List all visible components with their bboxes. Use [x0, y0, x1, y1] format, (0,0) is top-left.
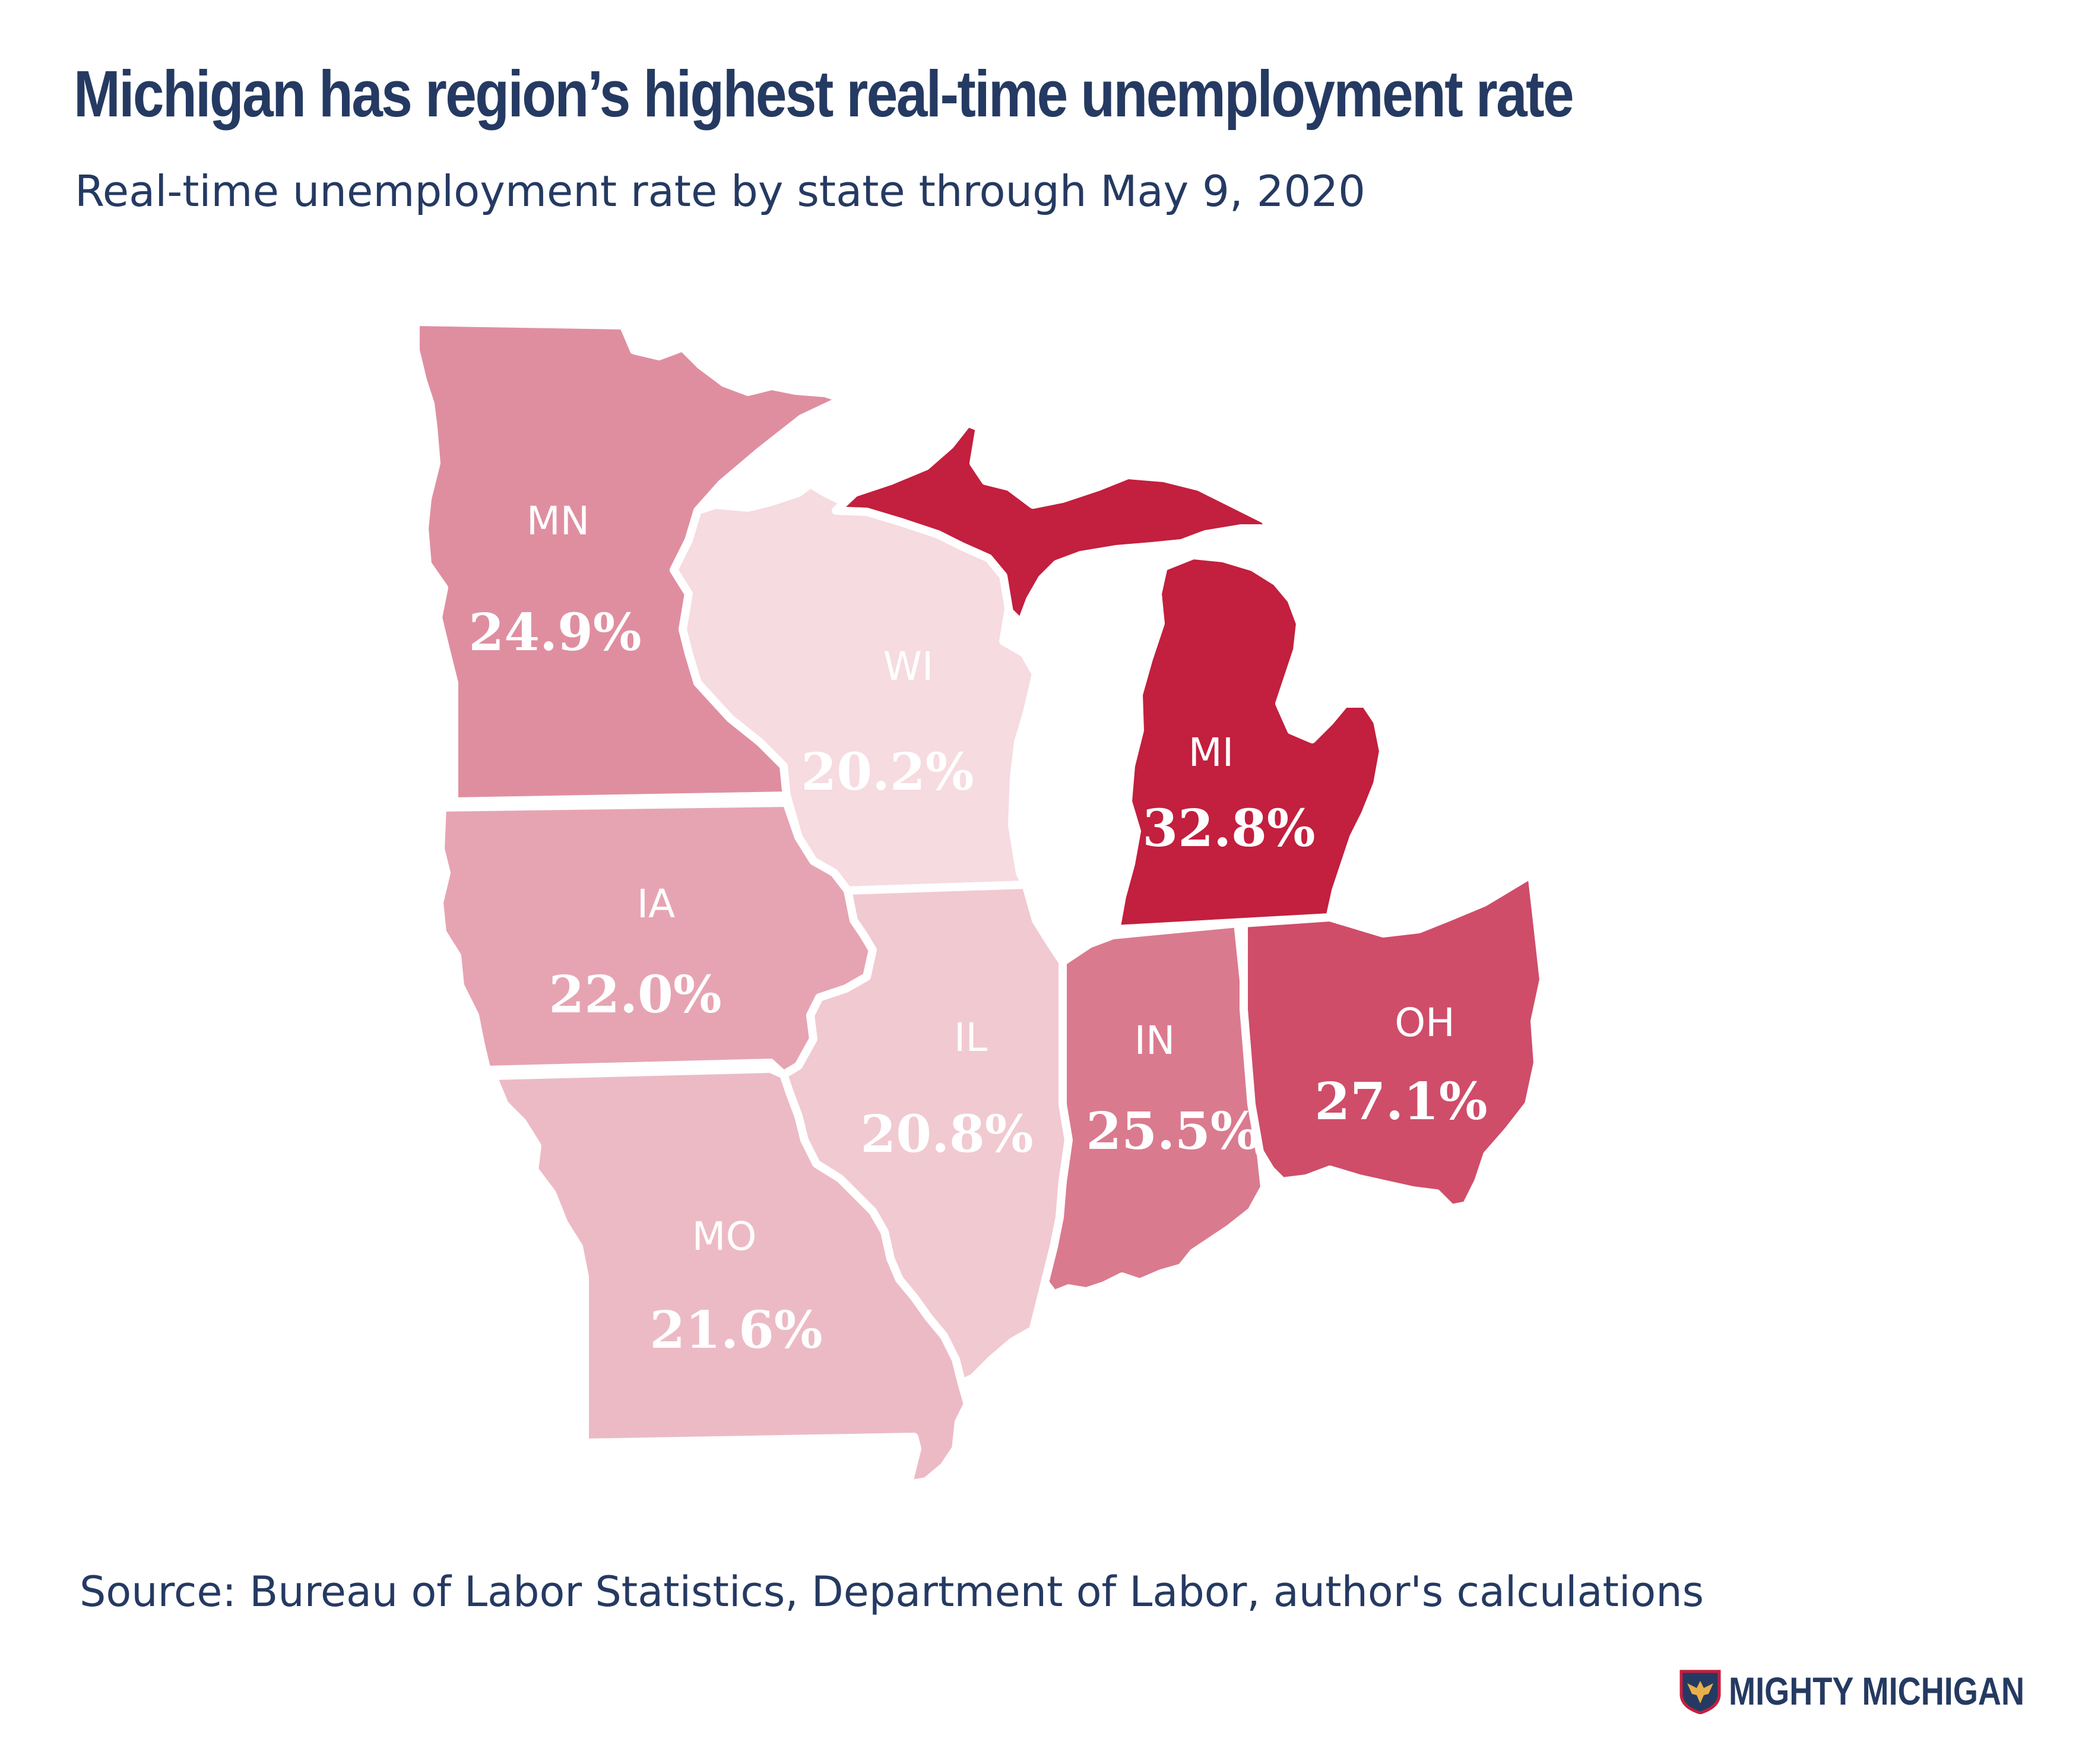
state-rate-mn: 24.9%	[468, 603, 641, 663]
state-label-il: IL	[954, 1015, 987, 1060]
brand-name: MIGHTY MICHIGAN	[1729, 1669, 2025, 1713]
state-rate-il: 20.8%	[860, 1104, 1033, 1164]
state-label-in: IN	[1134, 1018, 1175, 1063]
state-rate-ia: 22.0%	[549, 965, 721, 1025]
state-label-wi: WI	[883, 644, 934, 689]
state-label-mi: MI	[1189, 730, 1234, 775]
state-label-mn: MN	[527, 498, 590, 544]
brand-logo: MIGHTY MICHIGAN	[1679, 1667, 2079, 1715]
state-label-ia: IA	[637, 881, 676, 927]
chart-title: Michigan has region’s highest real-time …	[74, 58, 1574, 131]
state-rate-in: 25.5%	[1086, 1101, 1259, 1161]
shield-eagle-icon	[1679, 1670, 1721, 1714]
state-mi-upper[interactable]	[832, 419, 1275, 628]
chart-subtitle: Real-time unemployment rate by state thr…	[75, 166, 1365, 216]
state-oh[interactable]	[1240, 870, 1548, 1212]
state-mi-lower[interactable]	[1112, 551, 1387, 933]
state-wi[interactable]	[670, 480, 1040, 895]
source-note: Source: Bureau of Labor Statistics, Depa…	[80, 1567, 1704, 1616]
state-label-mo: MO	[692, 1214, 757, 1259]
state-rate-mo: 21.6%	[649, 1300, 822, 1360]
state-label-oh: OH	[1395, 1000, 1455, 1046]
state-rate-oh: 27.1%	[1314, 1072, 1487, 1132]
state-mo[interactable]	[489, 1065, 972, 1489]
state-rate-mi: 32.8%	[1142, 799, 1315, 859]
state-rate-wi: 20.2%	[801, 742, 974, 802]
